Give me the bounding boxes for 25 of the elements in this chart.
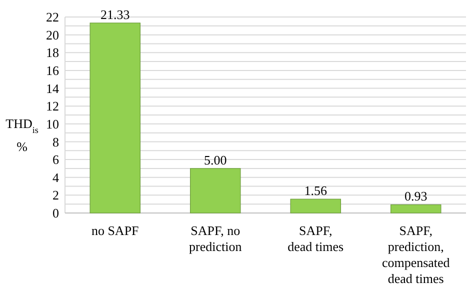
y-tick-label: 6 — [52, 152, 60, 168]
y-tick-label: 18 — [46, 45, 59, 60]
data-label: 0.93 — [404, 188, 428, 204]
x-tick-label: SAPF, no prediction — [189, 223, 242, 254]
y-tick-label: 22 — [46, 10, 59, 25]
y-axis-title: THD$_{is}$ % — [6, 116, 39, 154]
bar — [190, 168, 241, 214]
data-label: 1.56 — [304, 183, 328, 198]
bar — [90, 22, 140, 214]
y-tick-label: 2 — [52, 188, 59, 203]
x-tick-label: SAPF, dead times — [288, 223, 344, 254]
y-tick-label: 0 — [52, 206, 59, 221]
y-tick-label: 8 — [52, 134, 59, 150]
y-tick-label: 12 — [46, 98, 59, 114]
bar — [290, 198, 341, 214]
y-tick-label: 14 — [46, 80, 60, 96]
x-tick-label: SAPF, prediction, compensated dead times — [382, 223, 450, 286]
data-label: 21.33 — [100, 6, 130, 22]
bar — [390, 204, 442, 214]
y-tick-label: 4 — [52, 170, 60, 185]
y-tick-label: 16 — [46, 63, 60, 78]
y-tick-label: 20 — [46, 27, 59, 42]
x-tick-label: no SAPF — [91, 223, 139, 238]
data-label: 5.00 — [204, 152, 227, 168]
y-tick-label: 10 — [46, 116, 59, 132]
